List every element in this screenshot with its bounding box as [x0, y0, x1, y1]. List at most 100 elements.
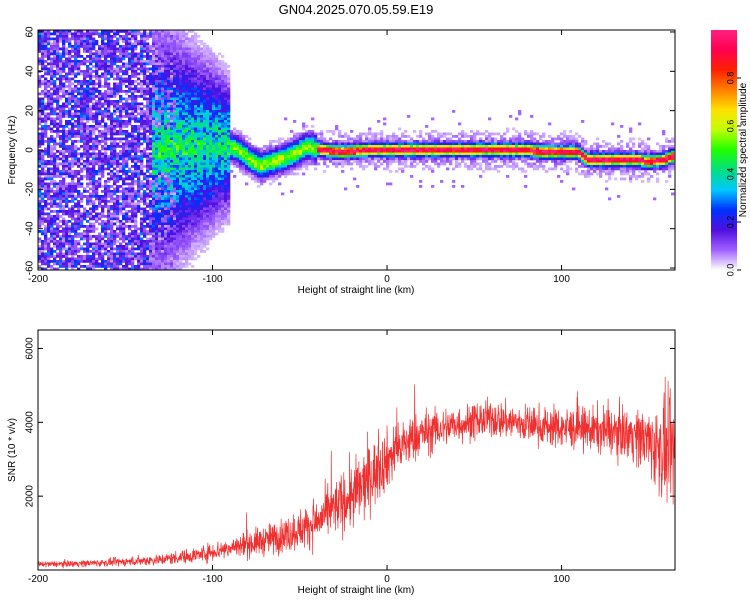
spectrogram-cell: [125, 120, 129, 123]
spectrogram-cell: [179, 135, 183, 138]
spectrogram-cell: [221, 102, 225, 106]
spectrogram-cell: [164, 220, 168, 223]
spectrogram-cell: [38, 237, 42, 241]
spectrogram-cell: [59, 225, 63, 228]
spectrogram-cell: [80, 155, 84, 158]
spectrogram-cell: [92, 167, 96, 171]
spectrogram-cell: [179, 92, 183, 96]
spectrogram-cell: [77, 132, 81, 136]
spectrogram-cell: [161, 32, 165, 36]
spectrogram-cell: [131, 105, 135, 108]
spectrogram-cell: [77, 220, 81, 223]
spectrogram-cell: [161, 222, 165, 226]
spectrogram-cell: [125, 45, 129, 48]
spectrogram-cell: [107, 55, 111, 58]
spectrogram-cell: [152, 250, 156, 253]
spectrogram-cell: [143, 115, 147, 118]
spectrogram-cell: [167, 187, 171, 191]
spectrogram-cell: [47, 215, 51, 218]
spectrogram-cell: [152, 242, 156, 246]
spectrogram-cell: [179, 72, 183, 76]
spectrogram-cell: [176, 257, 180, 261]
spectrogram-cell: [77, 225, 81, 228]
spectrogram-cell: [143, 175, 147, 178]
spectrogram-cell: [149, 137, 153, 141]
spectrogram-cell: [188, 212, 192, 216]
spectrogram-cell: [110, 227, 114, 231]
spectrogram-cell: [113, 40, 117, 43]
spectrogram-cell: [110, 102, 114, 106]
spectrogram-cell: [149, 145, 153, 148]
spectrogram-cell: [89, 37, 93, 41]
spectrogram-cell: [203, 145, 207, 148]
spectrogram-cell: [158, 75, 162, 78]
spectrogram-cell: [152, 240, 156, 243]
spectrogram-cell: [107, 180, 111, 183]
spectrogram-cell: [47, 195, 51, 198]
spectrogram-cell: [173, 140, 177, 143]
spectrogram-cell: [47, 40, 51, 43]
spectrogram-cell: [146, 160, 150, 163]
spectrogram-cell: [47, 95, 51, 98]
spectrogram-cell: [191, 55, 195, 58]
spectrogram-cell: [176, 97, 180, 101]
spectrogram-cell: [110, 250, 114, 253]
spectrogram-cell: [200, 130, 204, 133]
spectrogram-cell: [56, 162, 60, 166]
spectrogram-cell: [71, 260, 75, 263]
spectrogram-cell: [104, 62, 108, 66]
spectrogram-cell: [194, 137, 198, 141]
spectrogram-cell: [167, 250, 171, 253]
spectrogram-cell: [206, 197, 210, 201]
spectrogram-cell: [38, 155, 42, 158]
spectrogram-cell: [173, 217, 177, 221]
spectrogram-cell: [122, 70, 126, 73]
spectrogram-cell: [146, 62, 150, 66]
spectrogram-cell: [152, 67, 156, 71]
spectrogram-cell: [41, 132, 45, 136]
spectrogram-cell: [161, 142, 165, 146]
spectrogram-cell: [125, 85, 129, 88]
spectrogram-cell: [125, 175, 129, 178]
spectrogram-cell: [47, 262, 51, 266]
spectrogram-cell: [146, 165, 150, 168]
spectrogram-cell: [62, 192, 66, 196]
spectrogram-cell: [170, 150, 174, 153]
spectrogram-cell: [170, 37, 174, 41]
spectrogram-cell: [86, 100, 90, 103]
spectrogram-cell: [74, 212, 78, 216]
spectrogram-cell: [71, 200, 75, 203]
spectrogram-cell: [200, 172, 204, 176]
spectrogram-cell: [44, 105, 48, 108]
spectrogram-cell: [143, 87, 147, 91]
spectrogram-cell: [98, 247, 102, 251]
spectrogram-cell: [83, 250, 87, 253]
spectrogram-cell: [170, 30, 174, 33]
spectrogram-cell: [119, 85, 123, 88]
spectrogram-cell: [197, 200, 201, 203]
spectrogram-cell: [113, 152, 117, 156]
spectrogram-cell: [95, 262, 99, 266]
spectrogram-cell: [170, 242, 174, 246]
spectrogram-cell: [71, 250, 75, 253]
spectrogram-cell: [179, 180, 183, 183]
spectrogram-cell: [191, 52, 195, 56]
spectrogram-cell: [200, 60, 204, 63]
spectrogram-cell: [194, 165, 198, 168]
spectrogram-cell: [179, 230, 183, 233]
spectrogram-cell: [74, 240, 78, 243]
spectrogram-cell: [134, 75, 138, 78]
spectrogram-cell: [92, 255, 96, 258]
spectrogram-cell: [113, 192, 117, 196]
spectrogram-cell: [206, 45, 210, 48]
spectrogram-cell: [80, 97, 84, 101]
spectrogram-cell: [44, 77, 48, 81]
spectrogram-cell: [110, 142, 114, 146]
spectrogram-cell: [182, 255, 186, 258]
spectrogram-cell: [41, 117, 45, 121]
spectrogram-cell: [134, 105, 138, 108]
spectrogram-cell: [134, 45, 138, 48]
spectrogram-cell: [200, 120, 204, 123]
spectrogram-cell: [113, 85, 117, 88]
spectrogram-cell: [92, 247, 96, 251]
